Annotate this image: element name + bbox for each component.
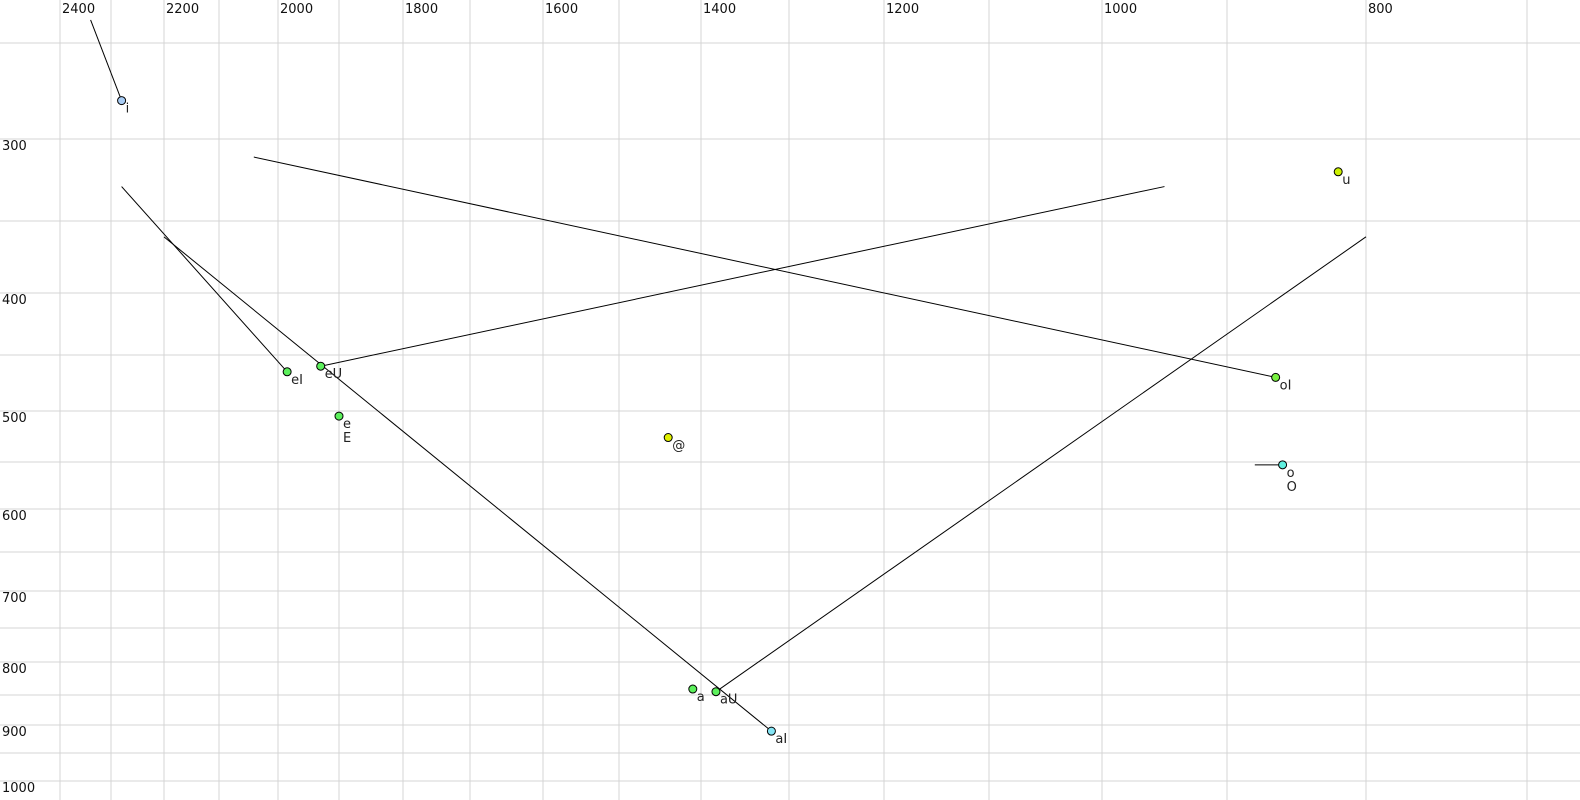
point-aU (711, 687, 721, 697)
point-label: eI (291, 373, 303, 388)
point-label: a (697, 690, 705, 705)
point-label: oI (1280, 378, 1292, 393)
point-eU (316, 361, 326, 371)
point-eI (282, 367, 292, 377)
x-tick-label: 1800 (405, 2, 438, 17)
point-label-secondary: O (1287, 480, 1297, 495)
point-a (688, 684, 698, 694)
point-label: i (126, 102, 130, 117)
point-label: aI (775, 732, 787, 747)
point-i (117, 96, 127, 106)
trajectory-i (90, 19, 123, 101)
y-tick-label: 500 (2, 411, 27, 426)
point-e (334, 411, 344, 421)
trajectory-aI (163, 236, 772, 732)
y-tick-label: 1000 (2, 781, 35, 796)
point-label-secondary: E (343, 431, 351, 446)
trajectories (90, 19, 1367, 732)
points: i u eI eU eE @ oI oOa aU aI (117, 96, 1350, 747)
x-tick-label: 800 (1368, 2, 1393, 17)
point-label: eU (325, 367, 343, 382)
point-label: @ (672, 439, 685, 454)
point-label: o (1287, 466, 1295, 481)
y-tick-label: 700 (2, 591, 27, 606)
x-tick-label: 1400 (703, 2, 736, 17)
x-tick-label: 1600 (545, 2, 578, 17)
point-label: e (343, 417, 351, 432)
x-tick-label: 1200 (886, 2, 919, 17)
point-o (1278, 460, 1288, 470)
point-@ (663, 433, 673, 443)
point-label: aU (720, 693, 737, 708)
point-oI (1271, 372, 1281, 382)
x-tick-label: 2400 (62, 2, 95, 17)
trajectory-oI (253, 156, 1276, 378)
x-tick-label: 1000 (1104, 2, 1137, 17)
y-tick-label: 900 (2, 725, 27, 740)
point-u (1333, 167, 1343, 177)
y-tick-label: 600 (2, 509, 27, 524)
point-label: u (1342, 173, 1350, 188)
trajectory-eU (320, 186, 1165, 367)
x-tick-label: 2000 (280, 2, 313, 17)
trajectory-aU (715, 236, 1367, 693)
point-aI (766, 726, 776, 736)
tick-labels: 2400 2200 2000 1800 1600 1400 1200 1000 800 300 40… (2, 2, 1393, 796)
x-tick-label: 2200 (166, 2, 199, 17)
y-tick-label: 400 (2, 293, 27, 308)
y-tick-label: 800 (2, 662, 27, 677)
y-tick-label: 300 (2, 139, 27, 154)
trajectory-eI (121, 186, 288, 373)
